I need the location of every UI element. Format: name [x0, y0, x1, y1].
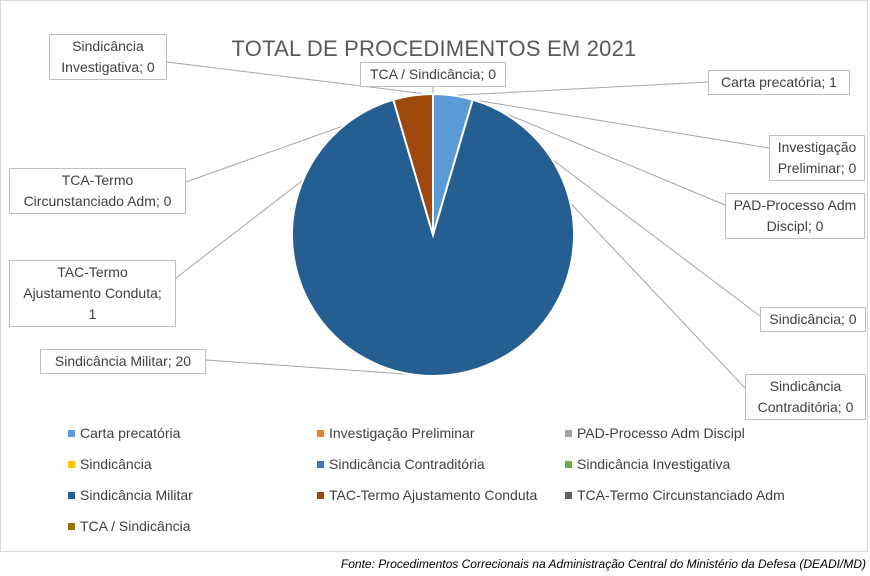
callout-pad: PAD-Processo Adm Discipl; 0	[725, 193, 865, 239]
legend-label-4: Sindicância Contraditória	[329, 456, 485, 472]
legend-item-8: TCA-Termo Circunstanciado Adm	[565, 487, 785, 503]
legend-swatch-2	[565, 429, 572, 437]
callout-tac-l3: 1	[88, 306, 97, 322]
legend-label-7: TAC-Termo Ajustamento Conduta	[329, 487, 538, 503]
legend-swatch-7	[317, 491, 324, 499]
legend-label-0: Carta precatória	[80, 425, 181, 441]
callout-tca-termo: TCA-Termo Circunstanciado Adm; 0	[9, 168, 186, 214]
pie-chart	[166, 61, 770, 389]
legend-item-3: Sindicância	[68, 456, 152, 472]
legend-swatch-8	[565, 491, 572, 499]
legend-label-8: TCA-Termo Circunstanciado Adm	[577, 487, 785, 503]
callout-sindicancia-militar: Sindicância Militar; 20	[40, 349, 206, 374]
legend-item-2: PAD-Processo Adm Discipl	[565, 425, 745, 441]
legend-item-7: TAC-Termo Ajustamento Conduta	[317, 487, 537, 503]
legend-swatch-1	[317, 429, 324, 437]
legend-label-5: Sindicância Investigativa	[577, 456, 731, 472]
legend-label-2: PAD-Processo Adm Discipl	[577, 425, 745, 441]
legend-label-3: Sindicância	[80, 456, 152, 472]
callout-investigacao-preliminar-l1: Investigação	[777, 139, 857, 155]
pie-slices	[291, 92, 575, 377]
callout-pad-l2: Discipl; 0	[766, 218, 824, 234]
pie-slice-7	[392, 92, 434, 236]
leader-line-0	[453, 81, 709, 96]
legend-item-1: Investigação Preliminar	[317, 425, 475, 441]
callout-sindicancia-contraditoria-l2: Contraditória; 0	[757, 399, 854, 415]
legend-label-6: Sindicância Militar	[80, 487, 193, 503]
leader-line-1	[472, 99, 770, 149]
callout-sindicancia-contraditoria-l1: Sindicância	[769, 378, 842, 394]
legend-item-9: TCA / Sindicância	[68, 518, 191, 534]
pie-slice-6	[291, 98, 575, 377]
leader-line-5	[166, 61, 473, 101]
chart-title: TOTAL DE PROCEDIMENTOS EM 2021	[231, 36, 637, 61]
leader-line-6	[205, 359, 434, 377]
callout-sindicancia-investigativa-l2: Investigativa; 0	[61, 59, 155, 75]
callout-tac-l2: Ajustamento Conduta;	[23, 285, 162, 301]
callout-tac-l1: TAC-Termo	[57, 264, 128, 280]
source-note: Fonte: Procedimentos Correcionais na Adm…	[340, 557, 866, 571]
callout-sindicancia: Sindicância; 0	[760, 307, 866, 332]
legend-swatch-4	[317, 460, 324, 468]
callout-tca-termo-l1: TCA-Termo	[61, 172, 134, 188]
legend-swatch-6	[68, 491, 75, 499]
callout-sindicancia-investigativa: Sindicância Investigativa; 0	[49, 34, 167, 80]
legend-item-5: Sindicância Investigativa	[565, 456, 730, 472]
legend-swatch-0	[68, 429, 75, 437]
callout-tac: TAC-Termo Ajustamento Conduta; 1	[9, 260, 176, 327]
callout-tca-sindicancia: TCA / Sindicância; 0	[360, 62, 506, 87]
legend-label-9: TCA / Sindicância	[80, 518, 191, 534]
legend-label-1: Investigação Preliminar	[329, 425, 475, 441]
legend-item-0: Carta precatória	[68, 425, 180, 441]
legend-swatch-3	[68, 460, 75, 468]
legend-swatch-9	[68, 522, 75, 530]
leader-line-2	[472, 99, 726, 206]
callout-pad-l1: PAD-Processo Adm	[733, 197, 857, 213]
callout-investigacao-preliminar-l2: Preliminar; 0	[777, 160, 857, 176]
callout-tca-termo-l2: Circunstanciado Adm; 0	[23, 193, 172, 209]
callout-investigacao-preliminar: Investigação Preliminar; 0	[769, 135, 865, 181]
legend-item-6: Sindicância Militar	[68, 487, 193, 503]
legend-swatch-5	[565, 460, 572, 468]
legend-item-4: Sindicância Contraditória	[317, 456, 485, 472]
callout-sindicancia-contraditoria: Sindicância Contraditória; 0	[745, 374, 866, 420]
callout-carta-precatoria: Carta precatória; 1	[708, 70, 850, 95]
callout-sindicancia-investigativa-l1: Sindicância	[72, 38, 144, 54]
